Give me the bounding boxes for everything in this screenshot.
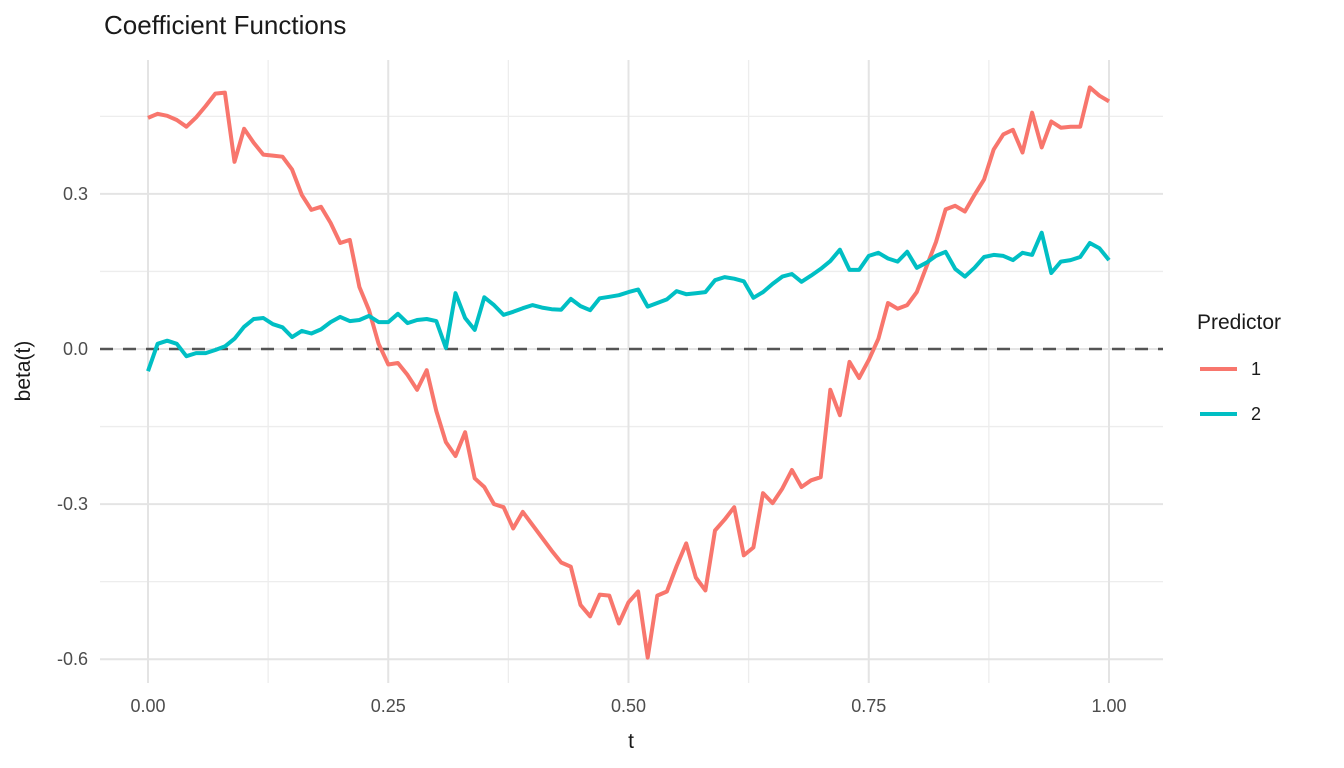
legend: Predictor 12 bbox=[1197, 311, 1281, 424]
legend-title: Predictor bbox=[1197, 311, 1281, 334]
legend-item-label: 2 bbox=[1251, 404, 1261, 424]
x-tick-label: 0.75 bbox=[851, 696, 886, 716]
series-line-predictor-2 bbox=[146, 230, 1111, 372]
legend-items: 12 bbox=[1200, 359, 1261, 424]
x-axis-title: t bbox=[628, 730, 634, 753]
grid-minor-lines bbox=[100, 60, 1163, 683]
x-axis-tick-labels: 0.00 0.25 0.50 0.75 1.00 bbox=[130, 696, 1126, 716]
x-tick-label: 0.50 bbox=[611, 696, 646, 716]
y-tick-label: -0.3 bbox=[57, 494, 88, 514]
y-tick-label: 0.3 bbox=[63, 184, 88, 204]
x-tick-label: 1.00 bbox=[1091, 696, 1126, 716]
y-tick-label: 0.0 bbox=[63, 339, 88, 359]
x-tick-label: 0.00 bbox=[130, 696, 165, 716]
grid-major-lines bbox=[100, 60, 1163, 683]
y-tick-label: -0.6 bbox=[57, 649, 88, 669]
chart-title: Coefficient Functions bbox=[104, 10, 346, 40]
y-axis-tick-labels: 0.3 0.0 -0.3 -0.6 bbox=[57, 184, 88, 669]
y-axis-title: beta(t) bbox=[12, 341, 35, 402]
series-lines bbox=[146, 85, 1111, 660]
series-line-predictor-1 bbox=[147, 85, 1111, 660]
x-tick-label: 0.25 bbox=[371, 696, 406, 716]
legend-item-label: 1 bbox=[1251, 359, 1261, 379]
